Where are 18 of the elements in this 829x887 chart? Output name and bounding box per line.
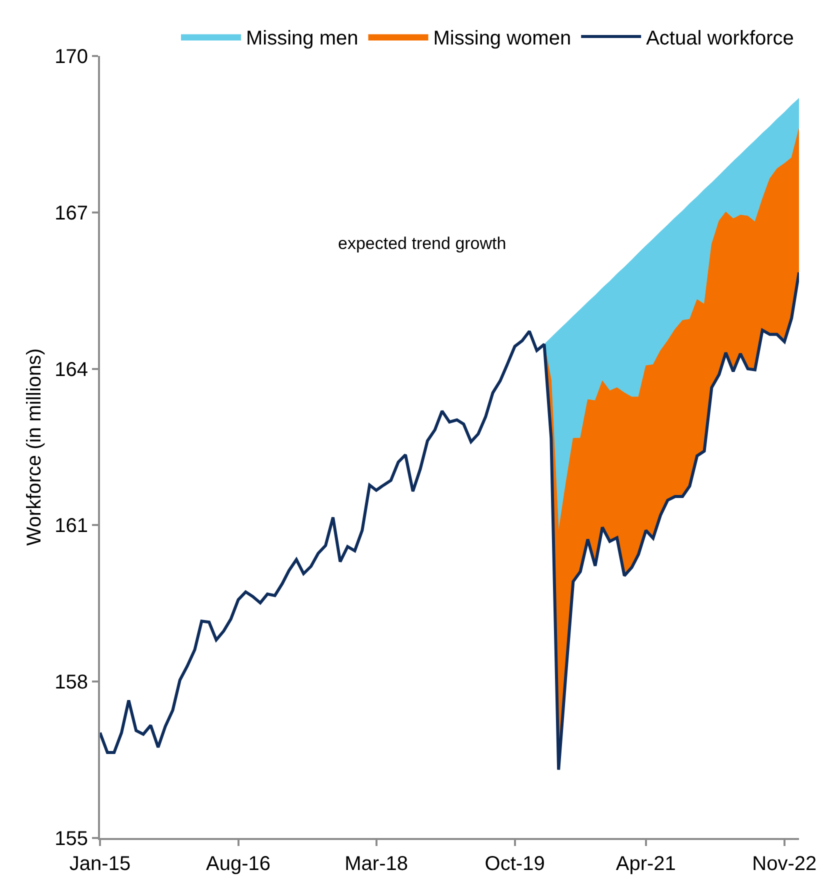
x-tick-label: Aug-16 [206,853,271,875]
x-tick-label: Oct-19 [484,853,545,875]
legend-label: Missing women [433,27,572,50]
x-tick-label: Jan-15 [69,853,131,875]
y-tick-label: 164 [54,358,88,381]
line-series [100,270,799,772]
x-tick-label: Nov-22 [752,853,817,875]
legend-label: Actual workforce [646,27,794,50]
annotation: expected trend growth [338,234,506,253]
y-tick-label: 161 [54,515,88,538]
x-tick-label: Apr-21 [616,853,676,875]
x-tick-label: Mar-18 [344,853,408,875]
legend-label: Missing men [246,27,358,50]
y-tick-label: 167 [54,202,88,224]
y-tick-label: 155 [54,828,88,850]
y-tick-label: 170 [54,46,88,68]
y-axis-title: Workforce (in millions) [24,348,46,546]
y-tick-label: 158 [54,672,88,694]
